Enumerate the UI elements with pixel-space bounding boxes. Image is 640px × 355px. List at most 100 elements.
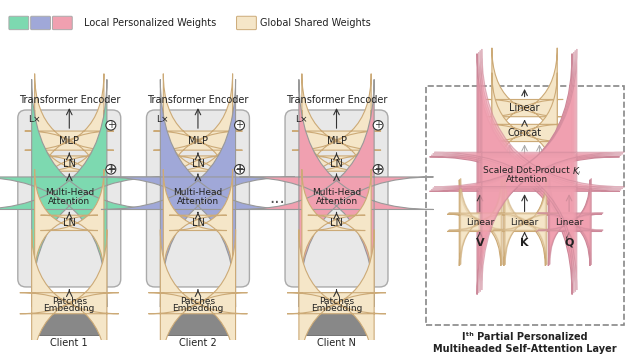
Text: Attention: Attention bbox=[48, 197, 90, 206]
Text: Attention: Attention bbox=[177, 197, 219, 206]
Bar bbox=[35, 292, 104, 335]
Text: $K_i$: $K_i$ bbox=[572, 166, 582, 179]
FancyBboxPatch shape bbox=[25, 73, 114, 208]
Text: Embedding: Embedding bbox=[311, 305, 362, 313]
FancyBboxPatch shape bbox=[154, 73, 243, 208]
Circle shape bbox=[235, 120, 244, 130]
FancyBboxPatch shape bbox=[538, 179, 604, 264]
FancyBboxPatch shape bbox=[486, 73, 563, 193]
Text: Multi-Head: Multi-Head bbox=[312, 188, 361, 197]
Text: LN: LN bbox=[191, 159, 204, 169]
Text: Embedding: Embedding bbox=[172, 305, 223, 313]
Text: Patches: Patches bbox=[180, 297, 216, 306]
Text: L×: L× bbox=[28, 115, 40, 124]
Circle shape bbox=[373, 164, 383, 174]
FancyBboxPatch shape bbox=[435, 49, 625, 290]
Text: Attention: Attention bbox=[506, 175, 548, 184]
FancyBboxPatch shape bbox=[52, 16, 72, 30]
Text: Multi-Head: Multi-Head bbox=[45, 188, 94, 197]
FancyBboxPatch shape bbox=[35, 169, 104, 277]
FancyBboxPatch shape bbox=[429, 54, 620, 295]
Text: Linear: Linear bbox=[466, 218, 494, 227]
Text: Client 1: Client 1 bbox=[51, 338, 88, 348]
FancyBboxPatch shape bbox=[448, 179, 513, 266]
Text: LN: LN bbox=[330, 218, 343, 228]
FancyBboxPatch shape bbox=[285, 110, 388, 287]
Text: MLP: MLP bbox=[326, 136, 346, 146]
FancyBboxPatch shape bbox=[163, 169, 232, 277]
FancyBboxPatch shape bbox=[9, 16, 29, 30]
Text: Transformer Encoder: Transformer Encoder bbox=[19, 95, 120, 105]
Text: Scaled Dot-Product: Scaled Dot-Product bbox=[483, 166, 570, 175]
FancyBboxPatch shape bbox=[287, 230, 386, 355]
Text: Transformer Encoder: Transformer Encoder bbox=[286, 95, 387, 105]
Text: MLP: MLP bbox=[60, 136, 79, 146]
FancyBboxPatch shape bbox=[537, 179, 602, 266]
FancyBboxPatch shape bbox=[431, 52, 621, 293]
FancyBboxPatch shape bbox=[292, 73, 381, 208]
Text: +: + bbox=[236, 120, 243, 130]
Text: Patches: Patches bbox=[319, 297, 354, 306]
Bar bbox=[163, 292, 232, 335]
Text: +: + bbox=[236, 164, 243, 174]
Text: Concat: Concat bbox=[508, 128, 541, 138]
Text: Client 2: Client 2 bbox=[179, 338, 217, 348]
Text: LN: LN bbox=[191, 218, 204, 228]
FancyBboxPatch shape bbox=[493, 179, 559, 264]
Text: Client N: Client N bbox=[317, 338, 356, 348]
FancyBboxPatch shape bbox=[147, 110, 250, 287]
Text: Patches: Patches bbox=[52, 297, 87, 306]
Text: +: + bbox=[374, 164, 382, 174]
Text: Attention: Attention bbox=[316, 197, 358, 206]
Text: +: + bbox=[107, 120, 115, 130]
FancyBboxPatch shape bbox=[31, 16, 51, 30]
FancyBboxPatch shape bbox=[492, 180, 557, 266]
Text: V: V bbox=[476, 238, 484, 248]
Text: Global Shared Weights: Global Shared Weights bbox=[260, 18, 371, 28]
Text: +: + bbox=[234, 163, 245, 176]
Circle shape bbox=[373, 120, 383, 130]
Text: L×: L× bbox=[156, 115, 169, 124]
FancyBboxPatch shape bbox=[0, 80, 166, 307]
Text: +: + bbox=[106, 163, 116, 176]
Text: +: + bbox=[374, 120, 382, 130]
Bar bbox=[302, 292, 371, 335]
Text: L×: L× bbox=[295, 115, 307, 124]
FancyBboxPatch shape bbox=[20, 230, 119, 355]
FancyBboxPatch shape bbox=[163, 110, 232, 217]
Circle shape bbox=[106, 164, 116, 174]
Circle shape bbox=[106, 120, 116, 130]
Text: Local Personalized Weights: Local Personalized Weights bbox=[84, 18, 216, 28]
FancyBboxPatch shape bbox=[35, 110, 104, 217]
FancyBboxPatch shape bbox=[492, 179, 557, 266]
FancyBboxPatch shape bbox=[101, 80, 295, 307]
FancyBboxPatch shape bbox=[538, 179, 603, 265]
Text: Q: Q bbox=[564, 238, 574, 248]
FancyBboxPatch shape bbox=[239, 80, 433, 307]
Text: Linear: Linear bbox=[511, 218, 539, 227]
Text: ...: ... bbox=[269, 189, 285, 207]
FancyBboxPatch shape bbox=[486, 48, 563, 168]
Text: Linear: Linear bbox=[509, 103, 540, 113]
Text: +: + bbox=[107, 164, 115, 174]
Text: Multi-Head: Multi-Head bbox=[173, 188, 223, 197]
FancyBboxPatch shape bbox=[433, 50, 623, 291]
Text: LN: LN bbox=[330, 159, 343, 169]
Text: Transformer Encoder: Transformer Encoder bbox=[147, 95, 248, 105]
FancyBboxPatch shape bbox=[449, 179, 514, 265]
Text: Linear: Linear bbox=[555, 218, 583, 227]
FancyBboxPatch shape bbox=[237, 16, 257, 30]
Circle shape bbox=[235, 164, 244, 174]
Bar bbox=[426, 86, 623, 325]
Text: LN: LN bbox=[63, 218, 76, 228]
Text: +: + bbox=[372, 163, 383, 176]
FancyBboxPatch shape bbox=[493, 179, 558, 265]
Text: lᵗʰ Partial Personalized
Multiheaded Self-Attention Layer: lᵗʰ Partial Personalized Multiheaded Sel… bbox=[433, 332, 616, 354]
Text: MLP: MLP bbox=[188, 136, 208, 146]
Text: LN: LN bbox=[63, 159, 76, 169]
FancyBboxPatch shape bbox=[148, 230, 248, 355]
FancyBboxPatch shape bbox=[302, 169, 371, 277]
FancyBboxPatch shape bbox=[536, 180, 602, 266]
FancyBboxPatch shape bbox=[447, 180, 513, 266]
FancyBboxPatch shape bbox=[302, 110, 371, 217]
